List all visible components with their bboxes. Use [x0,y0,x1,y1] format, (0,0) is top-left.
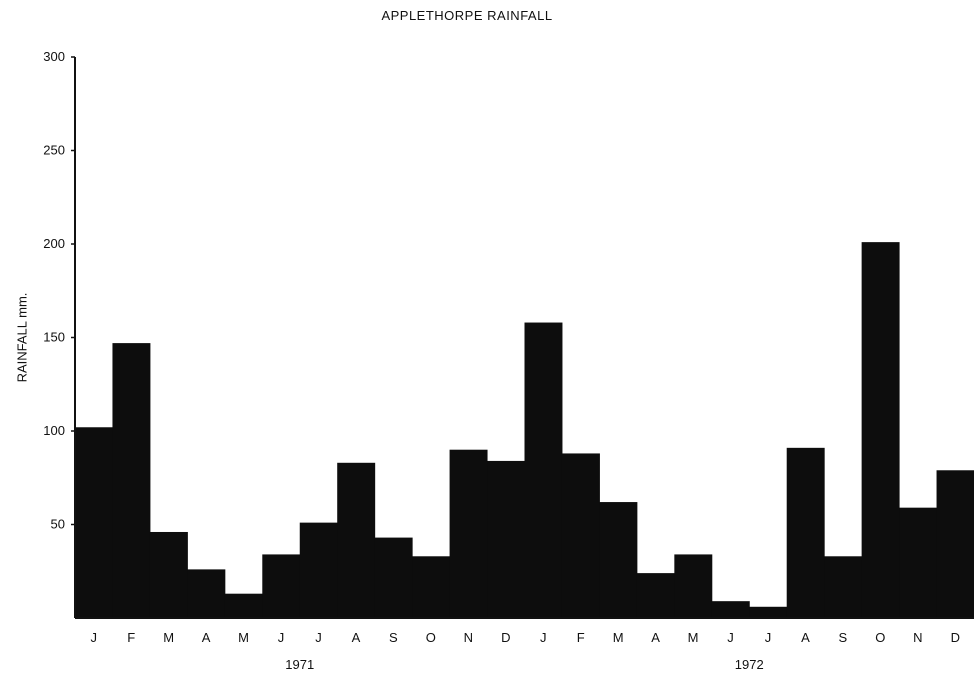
y-tick-label: 150 [43,330,65,345]
bar-9 [412,556,451,618]
x-tick-label: J [765,630,772,645]
bar-23 [936,470,974,618]
x-tick-label: A [651,630,660,645]
x-tick-label: F [127,630,135,645]
bar-14 [599,502,638,618]
x-tick-label: M [613,630,624,645]
chart-title: APPLETHORPE RAINFALL [381,8,553,23]
bar-20 [824,556,863,618]
bar-5 [262,554,301,618]
x-tick-label: N [913,630,922,645]
x-tick-label: D [501,630,510,645]
x-tick-label: J [90,630,97,645]
bar-12 [524,322,563,618]
bar-11 [487,460,525,618]
x-tick-label: M [238,630,249,645]
x-tick-label: S [389,630,398,645]
bar-21 [861,242,900,618]
x-tick-label: S [839,630,848,645]
x-tick-label: F [577,630,585,645]
year-label: 1972 [735,657,764,672]
x-tick-label: M [163,630,174,645]
x-tick-label: J [278,630,285,645]
bar-8 [374,537,413,618]
year-label: 1971 [285,657,314,672]
bar-15 [636,573,675,618]
x-tick-label: D [951,630,960,645]
y-tick-label: 100 [43,423,65,438]
x-tick-label: J [540,630,547,645]
x-tick-label: J [315,630,322,645]
x-tick-label: A [352,630,361,645]
y-tick-label: 200 [43,236,65,251]
year-groups: 1971 1972 [285,657,763,672]
x-tick-label: J [727,630,734,645]
bar-0 [75,427,113,618]
x-tick-label: M [688,630,699,645]
bar-4 [224,593,263,618]
bar-18 [749,606,788,618]
x-tick-label: O [426,630,436,645]
x-tick-label: A [202,630,211,645]
bar-19 [786,447,825,618]
bar-2 [149,531,188,618]
bar-1 [112,343,151,618]
y-tick-label: 50 [51,517,65,532]
bar-7 [337,462,376,618]
y-tick-label: 300 [43,49,65,64]
bar-6 [299,522,338,618]
bar-10 [449,449,488,618]
x-tick-label: A [801,630,810,645]
bars-group [75,242,974,618]
bar-3 [187,569,226,618]
bar-17 [711,601,750,618]
y-tick-label: 250 [43,143,65,158]
x-tick-label: N [464,630,473,645]
bar-13 [561,453,600,618]
x-tick-label: O [875,630,885,645]
bar-22 [899,507,938,618]
y-ticks-group: 50 100 150 200 250 300 [43,49,75,532]
bar-16 [674,554,713,618]
